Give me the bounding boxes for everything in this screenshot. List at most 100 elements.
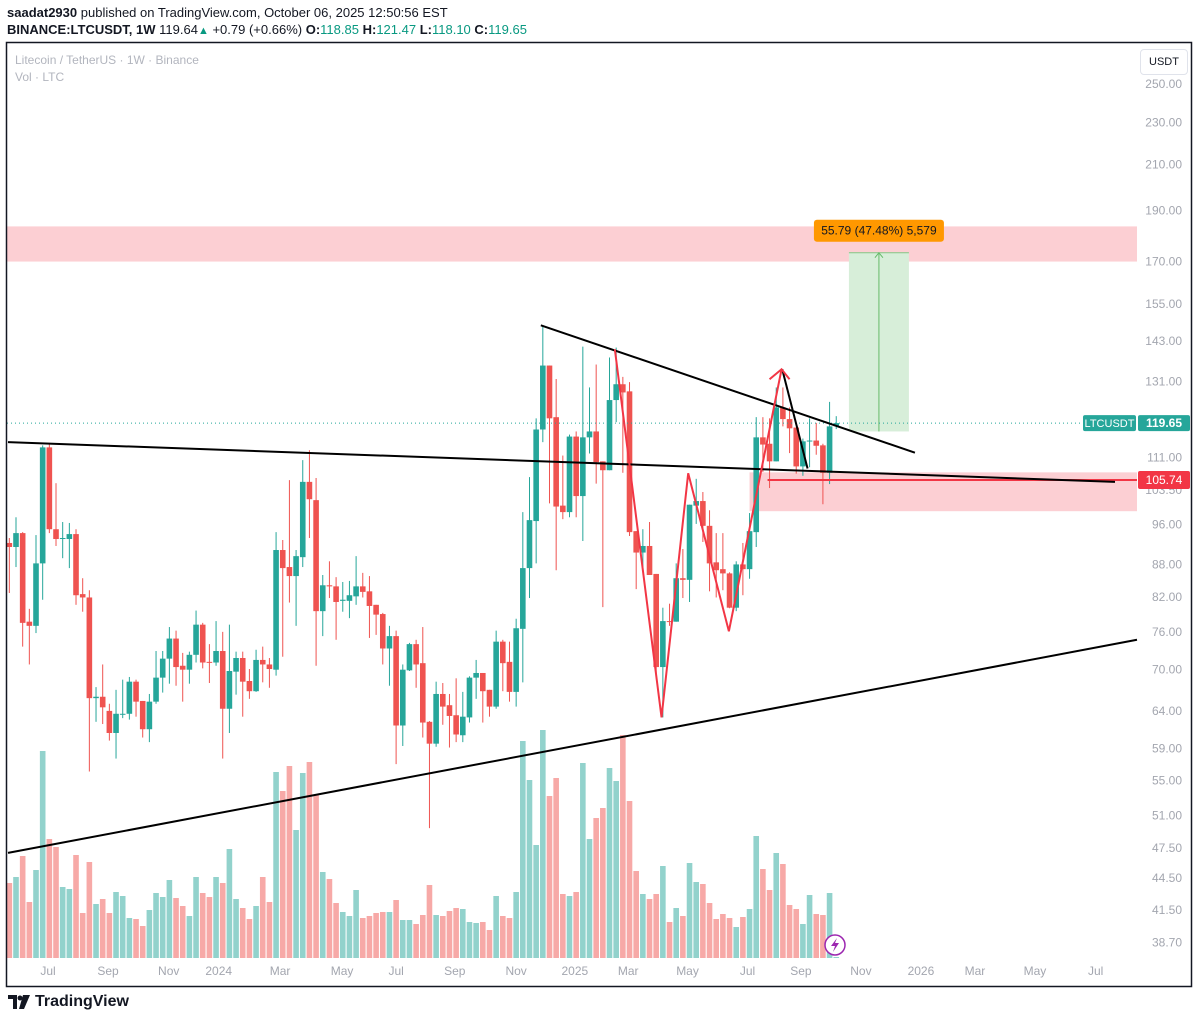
candle[interactable] (533, 418, 539, 564)
candle[interactable] (493, 630, 499, 709)
candle[interactable] (460, 691, 466, 743)
candle[interactable] (466, 676, 473, 723)
candle[interactable] (600, 461, 606, 608)
candle[interactable] (373, 604, 379, 635)
candle[interactable] (620, 376, 626, 473)
candle[interactable] (353, 556, 359, 605)
candle[interactable] (6, 538, 13, 593)
candle[interactable] (640, 529, 646, 568)
trendline-1[interactable] (7, 638, 1138, 854)
candle[interactable] (453, 678, 459, 743)
candle[interactable] (500, 639, 506, 692)
candle[interactable] (726, 572, 733, 609)
candle[interactable] (386, 625, 393, 686)
candle[interactable] (680, 549, 686, 599)
candle[interactable] (39, 445, 46, 600)
candle[interactable] (573, 431, 579, 518)
candle[interactable] (299, 460, 306, 568)
candle[interactable] (633, 531, 639, 590)
candle[interactable] (439, 683, 446, 725)
trendline-0[interactable] (7, 441, 1116, 483)
candle[interactable] (473, 659, 479, 699)
candle[interactable] (79, 578, 86, 612)
candle[interactable] (820, 443, 826, 505)
candle[interactable] (433, 681, 439, 747)
candle[interactable] (813, 422, 820, 455)
lightning-icon[interactable] (824, 934, 846, 956)
candle[interactable] (513, 618, 519, 707)
candle[interactable] (666, 603, 673, 626)
candle[interactable] (206, 644, 213, 684)
candle[interactable] (359, 572, 366, 598)
candle[interactable] (193, 610, 199, 663)
candle[interactable] (673, 563, 679, 622)
trendline-3[interactable] (781, 369, 809, 469)
candle[interactable] (33, 535, 39, 634)
candle[interactable] (526, 477, 533, 599)
candle[interactable] (339, 582, 346, 612)
candle[interactable] (253, 649, 259, 692)
candle[interactable] (319, 574, 326, 637)
candle[interactable] (733, 561, 740, 612)
candle[interactable] (133, 679, 139, 717)
candle[interactable] (379, 612, 386, 665)
candle[interactable] (106, 703, 113, 741)
candle[interactable] (560, 455, 566, 520)
candle[interactable] (66, 522, 73, 569)
publisher-name[interactable]: saadat2930 (7, 5, 78, 20)
price-zone-1[interactable] (749, 472, 1137, 512)
candle[interactable] (159, 651, 166, 693)
candle[interactable] (540, 325, 546, 443)
candle[interactable] (580, 346, 586, 541)
candle[interactable] (93, 687, 99, 722)
candle[interactable] (139, 700, 146, 738)
candle[interactable] (720, 533, 726, 591)
volume-legend[interactable]: Vol · LTC (15, 70, 65, 84)
candle[interactable] (186, 651, 193, 684)
candle[interactable] (53, 483, 59, 546)
candle[interactable] (686, 504, 693, 602)
candle[interactable] (646, 522, 653, 575)
candle[interactable] (239, 651, 246, 717)
candle[interactable] (46, 442, 53, 534)
candle[interactable] (586, 387, 593, 454)
candle[interactable] (313, 477, 319, 666)
candle[interactable] (546, 365, 553, 504)
candle[interactable] (566, 434, 573, 518)
candle[interactable] (419, 627, 426, 738)
candle[interactable] (199, 622, 206, 669)
candle[interactable] (293, 550, 299, 626)
candle[interactable] (266, 658, 273, 688)
candle[interactable] (706, 510, 713, 592)
candle[interactable] (179, 652, 186, 702)
candle[interactable] (233, 651, 239, 695)
candle[interactable] (833, 416, 840, 430)
candle[interactable] (793, 427, 800, 474)
candle[interactable] (126, 676, 133, 720)
candle[interactable] (346, 580, 353, 619)
candle[interactable] (753, 417, 760, 547)
trendline-2[interactable] (540, 324, 916, 454)
candle[interactable] (653, 573, 659, 679)
candle[interactable] (246, 669, 253, 699)
candle[interactable] (606, 357, 613, 471)
currency-button[interactable]: USDT (1140, 49, 1188, 75)
price-zone-0[interactable] (7, 226, 1137, 262)
candle[interactable] (333, 577, 339, 640)
zigzag-pattern[interactable] (613, 349, 783, 718)
candle[interactable] (166, 627, 173, 684)
candle[interactable] (286, 480, 293, 603)
candle[interactable] (213, 621, 219, 666)
candle[interactable] (19, 532, 26, 647)
candle[interactable] (486, 689, 493, 717)
candle[interactable] (786, 407, 793, 454)
candle[interactable] (173, 630, 179, 686)
candle[interactable] (520, 512, 526, 683)
candle[interactable] (413, 639, 419, 688)
candle[interactable] (426, 721, 433, 829)
candle[interactable] (146, 693, 153, 743)
candle[interactable] (99, 664, 106, 725)
candle[interactable] (119, 679, 126, 719)
candle[interactable] (713, 533, 720, 598)
